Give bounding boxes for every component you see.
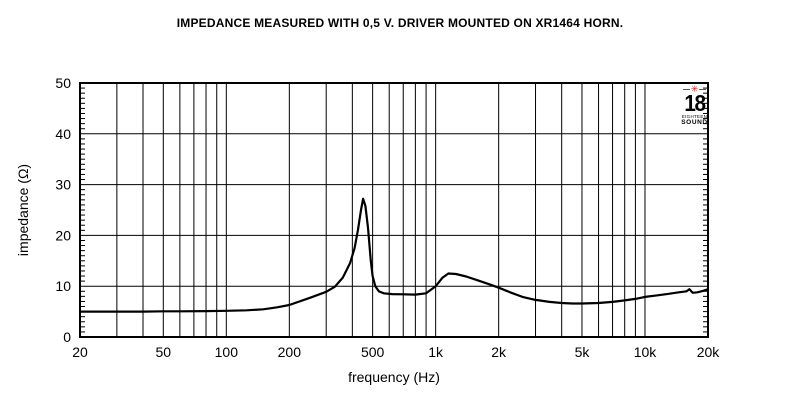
x-axis-title: frequency (Hz)	[348, 369, 440, 385]
logo-brand-line2: SOUND	[681, 118, 708, 126]
x-tick-label: 500	[361, 344, 385, 360]
x-tick-label: 200	[278, 344, 302, 360]
brand-logo: ✳ 18 EIGHTEEN SOUND	[681, 85, 708, 126]
x-tick-label: 50	[156, 344, 172, 360]
y-tick-label: 40	[55, 126, 71, 142]
y-tick-label: 20	[55, 227, 71, 243]
y-axis-title: impedance (Ω)	[15, 164, 31, 256]
logo-brand-line1: EIGHTEEN	[681, 114, 708, 119]
logo-number: 18	[684, 90, 706, 116]
grid-lines	[79, 82, 709, 338]
logo-star-icon: ✳	[681, 84, 708, 94]
x-tick-label: 2k	[491, 344, 507, 360]
x-tick-label: 20k	[697, 344, 721, 360]
y-tick-label: 30	[55, 177, 71, 193]
logo-star-bar-left	[682, 88, 690, 90]
y-tick-label: 0	[63, 329, 71, 345]
x-tick-label: 10k	[634, 344, 658, 360]
chart-title: IMPEDANCE MEASURED WITH 0,5 V. DRIVER MO…	[176, 16, 624, 30]
tick-labels: 20 50 100 200 500 1k 2k 5k 10k 20k 0 10 20 30 40 50	[55, 75, 720, 360]
x-tick-label: 100	[215, 344, 239, 360]
logo-star-glyph: ✳	[690, 84, 699, 94]
y-tick-label: 10	[55, 278, 71, 294]
logo-star-bar-right	[699, 88, 707, 90]
x-tick-label: 1k	[428, 344, 444, 360]
x-tick-label: 20	[72, 344, 88, 360]
y-tick-label: 50	[55, 75, 71, 91]
axis-ticks	[80, 87, 708, 333]
x-tick-label: 5k	[575, 344, 591, 360]
impedance-curve	[78, 197, 710, 313]
